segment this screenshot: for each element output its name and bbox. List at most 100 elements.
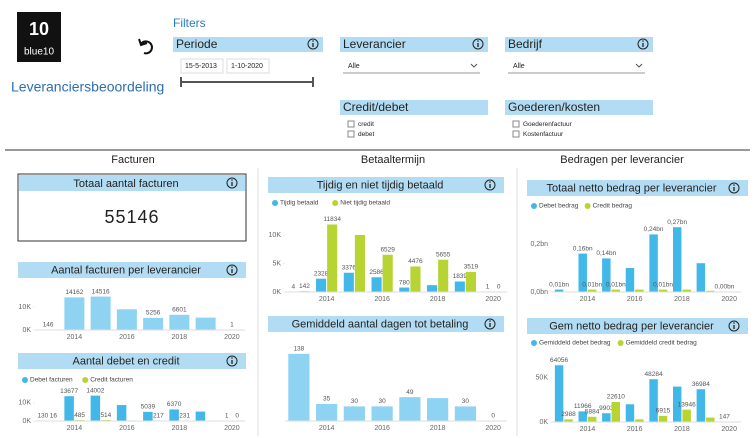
dropdown-value[interactable]: Alle [513, 63, 525, 70]
info-icon [231, 179, 233, 181]
legend-label: Debet facturen [30, 377, 73, 384]
x-tick-label: 2016 [119, 425, 135, 432]
legend-swatch [332, 200, 339, 206]
bar [649, 379, 658, 422]
dropdown-value[interactable]: Alle [348, 63, 360, 70]
chevron[interactable] [635, 63, 643, 68]
chevron[interactable] [470, 63, 478, 68]
legend-swatch [272, 200, 278, 206]
bar [64, 297, 85, 330]
bar [343, 406, 365, 421]
value-label: 6601 [172, 307, 187, 314]
value-label: 0,01bn [653, 281, 673, 288]
bar [169, 314, 190, 330]
filter-header [505, 100, 653, 115]
filter-header [173, 37, 323, 52]
bar [602, 258, 611, 292]
legend-swatch [584, 203, 591, 209]
legend-label: Gemiddeld credit bedrag [626, 340, 698, 347]
x-tick-label: 2014 [580, 426, 596, 433]
value-label: 0,16bn [573, 245, 593, 252]
bar [90, 395, 101, 421]
value-label: 2988 [561, 411, 576, 418]
y-tick-label: 0K [272, 289, 281, 296]
bar [706, 290, 715, 292]
y-tick-label: 10K [19, 400, 32, 407]
option: credit [358, 121, 374, 128]
value-label: 36984 [692, 381, 710, 388]
bar [635, 289, 644, 292]
info-icon [231, 357, 233, 359]
value-label: 1 [225, 413, 229, 420]
legend-swatch [22, 377, 28, 383]
chart-title: Aantal debet en credit [72, 355, 179, 367]
bar [696, 263, 706, 292]
card-header [18, 262, 246, 278]
value-label: 5655 [436, 251, 451, 258]
value-label: 217 [153, 412, 164, 419]
info-icon [226, 177, 238, 189]
value-label: 130 [37, 412, 48, 419]
chart-title: Tijdig en niet tijdig betaald [317, 179, 444, 191]
checkbox[interactable] [512, 120, 520, 128]
y-tick-label: 5K [272, 260, 281, 267]
value-label: 9903 [599, 405, 614, 412]
y-tick-label: 10K [19, 304, 32, 311]
bar [399, 287, 410, 292]
bar [554, 365, 564, 422]
bar [371, 406, 393, 421]
legend-label: Credit bedrag [593, 203, 633, 210]
value-label: 14002 [86, 387, 104, 394]
x-tick-label: 2018 [674, 296, 690, 303]
kpi-value: 55146 [104, 207, 159, 227]
info-icon [307, 38, 319, 50]
value-label: 3376 [342, 264, 357, 271]
filter-label: Goederen/kosten [508, 100, 600, 114]
logo-box [17, 12, 61, 62]
checkbox[interactable] [347, 120, 355, 128]
option: Goederenfactuur [523, 121, 573, 128]
bar [658, 289, 668, 292]
checkbox[interactable] [347, 130, 355, 138]
bar [578, 411, 587, 422]
value-label: 6370 [167, 401, 182, 408]
bar [635, 419, 644, 422]
x-tick-label: 2016 [119, 334, 135, 341]
filter-header [340, 37, 488, 52]
bar [410, 266, 421, 292]
bar [465, 271, 476, 292]
info-icon [231, 266, 233, 268]
date-input[interactable] [180, 58, 224, 74]
date-input[interactable] [226, 58, 270, 74]
bar [682, 289, 691, 292]
value-label: 514 [100, 412, 111, 419]
date-to: 1-10-2020 [231, 63, 263, 70]
bar [90, 296, 111, 330]
bar [64, 396, 74, 421]
chart-title: Gem netto bedrag per leverancier [549, 320, 714, 332]
value-label: 5039 [141, 404, 156, 411]
value-label: 0,00bn [715, 284, 735, 291]
x-tick-label: 2014 [580, 296, 596, 303]
value-label: 138 [293, 346, 304, 353]
bar [143, 411, 153, 421]
value-label: 0 [235, 413, 239, 420]
bar [587, 289, 597, 292]
undo-icon[interactable] [138, 38, 153, 55]
x-tick-label: 2014 [319, 296, 335, 303]
value-label: 0,24bn [644, 226, 664, 233]
value-label: 0 [491, 413, 495, 420]
bar [578, 253, 587, 292]
card-header [268, 316, 504, 332]
legend-label: Tijdig betaald [280, 200, 319, 207]
y-tick-label: 0,2bn [530, 241, 548, 248]
x-tick-label: 2014 [67, 425, 83, 432]
logo-mark: 10 [29, 19, 49, 39]
value-label: 14516 [92, 288, 110, 295]
legend-label: Credit facturen [90, 377, 133, 384]
section-title: Facturen [111, 154, 154, 166]
kpi-title: Totaal aantal facturen [73, 178, 178, 190]
checkbox[interactable] [512, 130, 520, 138]
x-tick-label: 2020 [224, 425, 240, 432]
bar [696, 389, 706, 422]
